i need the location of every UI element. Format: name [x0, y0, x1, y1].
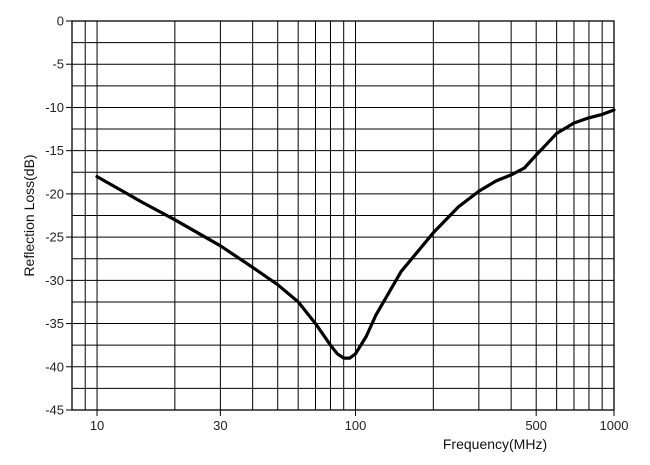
- y-tick-label: -30: [45, 273, 64, 288]
- x-tick-label: 30: [213, 418, 227, 433]
- reflection-loss-line: [95, 108, 616, 360]
- y-tick-label: -45: [45, 403, 64, 418]
- y-tick-label: -40: [45, 359, 64, 374]
- x-axis-ticks: 10 30 100 500 1000: [90, 410, 629, 433]
- y-tick-label: -35: [45, 316, 64, 331]
- x-tick-label: 10: [90, 418, 104, 433]
- x-tick-label: 500: [525, 418, 547, 433]
- y-tick-label: -10: [45, 100, 64, 115]
- y-axis-label: Reflection Loss(dB): [21, 154, 37, 276]
- y-tick-label: -15: [45, 143, 64, 158]
- grid: [71, 20, 615, 411]
- x-axis-label: Frequency(MHz): [443, 436, 547, 452]
- y-tick-label: -20: [45, 186, 64, 201]
- y-tick-label: 0: [57, 14, 64, 29]
- plot-frame: [71, 20, 615, 411]
- x-tick-label: 100: [345, 418, 367, 433]
- y-tick-label: -25: [45, 230, 64, 245]
- y-axis-ticks: 0 -5 -10 -15 -20 -25 -30 -35 -40 -45: [45, 14, 72, 418]
- y-tick-label: -5: [52, 57, 64, 72]
- x-tick-label: 1000: [600, 418, 629, 433]
